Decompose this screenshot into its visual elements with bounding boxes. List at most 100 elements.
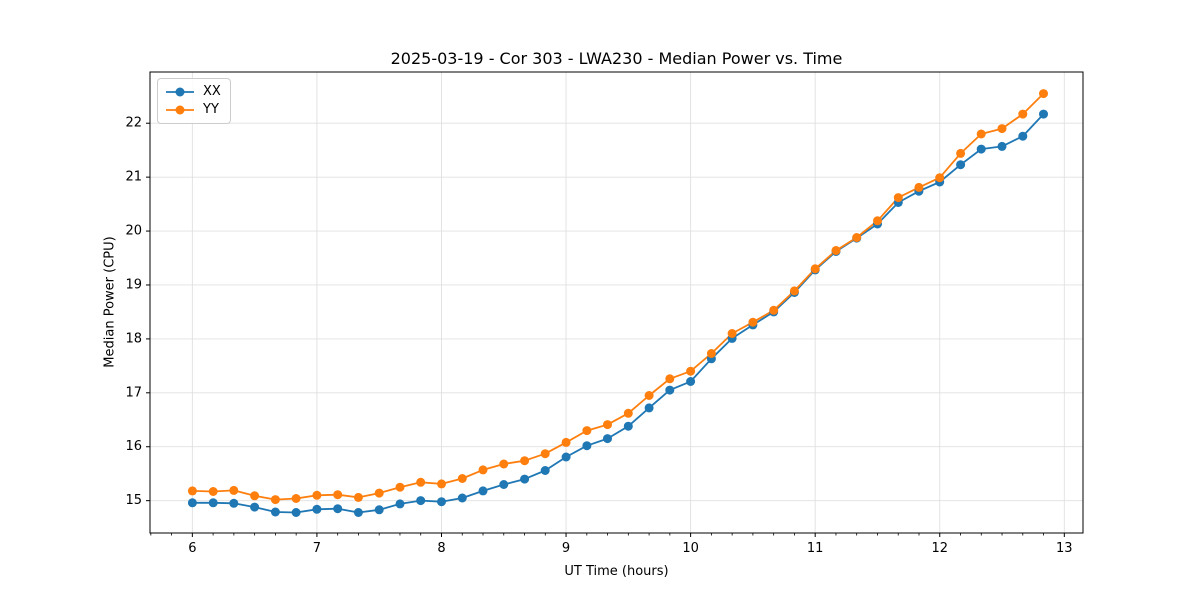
x-tick-label: 13 — [1056, 541, 1073, 556]
xx-marker — [665, 385, 675, 395]
chart-title: 2025-03-19 - Cor 303 - LWA230 - Median P… — [390, 49, 843, 68]
yy-marker — [333, 490, 343, 500]
yy-line — [192, 92, 1045, 501]
x-tick-label: 6 — [188, 541, 196, 556]
xx-marker — [457, 493, 467, 503]
xx-marker — [416, 496, 426, 506]
x-axis-label: UT Time (hours) — [564, 564, 669, 579]
yy-marker — [457, 474, 467, 483]
xx-marker — [561, 452, 571, 462]
yy-marker — [374, 488, 384, 498]
xx-marker — [499, 480, 509, 489]
yy-marker — [478, 465, 488, 475]
yy-marker — [852, 233, 862, 242]
xx-marker — [250, 502, 260, 512]
legend: XX YY — [157, 78, 231, 124]
xx-marker — [976, 144, 986, 154]
axes-spines — [149, 71, 1084, 534]
yy-marker — [437, 479, 446, 489]
yy-marker — [997, 124, 1007, 134]
yy-marker — [914, 182, 924, 192]
legend-sample-yy-icon — [166, 105, 194, 115]
yy-marker — [395, 482, 405, 492]
yy-marker — [561, 437, 571, 447]
yy-marker — [312, 490, 322, 500]
y-tick-label: 20 — [125, 224, 142, 239]
yy-marker — [353, 492, 363, 502]
yy-marker — [769, 305, 779, 315]
legend-entry-xx: XX — [165, 85, 221, 99]
y-tick-label: 19 — [125, 277, 142, 292]
xx-marker — [603, 434, 612, 444]
xx-marker — [333, 504, 343, 514]
yy-marker — [706, 349, 716, 358]
yy-marker — [727, 329, 737, 338]
yy-marker — [270, 495, 280, 505]
x-tick-label: 10 — [682, 541, 699, 556]
y-tick-label: 16 — [125, 439, 142, 454]
yy-marker — [250, 491, 260, 501]
yy-marker — [686, 366, 696, 376]
x-tick-label: 8 — [437, 541, 445, 556]
yy-marker — [665, 374, 675, 384]
yy-marker — [789, 286, 799, 296]
yy-marker — [831, 246, 841, 255]
xx-marker — [623, 421, 633, 431]
yy-marker — [623, 408, 633, 418]
xx-marker — [312, 504, 322, 514]
xx-marker — [540, 466, 550, 475]
xx-marker — [229, 498, 239, 508]
y-tick-label: 15 — [125, 493, 142, 508]
xx-marker — [520, 474, 530, 484]
xx-line — [192, 113, 1045, 514]
yy-marker — [1039, 89, 1048, 99]
xx-marker — [582, 441, 592, 451]
y-tick-label: 18 — [125, 331, 142, 346]
yy-marker — [748, 317, 758, 327]
yy-marker — [416, 477, 426, 487]
xx-marker — [1018, 131, 1028, 141]
yy-marker — [499, 459, 509, 469]
yy-marker — [1018, 109, 1028, 119]
xx-marker — [1039, 109, 1048, 119]
xx-marker — [270, 507, 280, 517]
yy-marker — [229, 485, 239, 495]
yy-marker — [603, 420, 612, 430]
y-tick-label: 17 — [125, 385, 142, 400]
xx-marker — [187, 498, 197, 508]
xx-marker — [437, 497, 446, 507]
yy-marker — [935, 173, 945, 183]
xx-marker — [208, 498, 218, 508]
legend-entry-yy: YY — [165, 103, 221, 117]
x-tick-label: 7 — [313, 541, 321, 556]
xx-marker — [644, 403, 654, 413]
legend-sample-xx-icon — [166, 87, 194, 97]
xx-marker — [997, 141, 1007, 151]
xx-marker — [353, 508, 363, 517]
xx-marker — [956, 160, 966, 170]
legend-label-xx: XX — [203, 84, 221, 99]
yy-marker — [893, 193, 903, 203]
yy-marker — [976, 129, 986, 139]
y-axis-label: Median Power (CPU) — [102, 236, 118, 368]
yy-marker — [208, 487, 218, 496]
x-tick-label: 9 — [562, 541, 570, 556]
yy-marker — [520, 456, 530, 466]
xx-marker — [686, 377, 696, 386]
xx-marker — [374, 505, 384, 515]
yy-marker — [873, 216, 882, 226]
x-tick-label: 11 — [807, 541, 824, 556]
y-tick-label: 22 — [125, 116, 142, 131]
y-tick-label: 21 — [125, 170, 142, 185]
legend-label-yy: YY — [203, 102, 219, 117]
xx-marker — [478, 486, 488, 496]
yy-marker — [582, 426, 592, 436]
yy-marker — [810, 264, 820, 274]
yy-marker — [187, 486, 197, 496]
xx-marker — [291, 508, 301, 517]
yy-marker — [956, 148, 966, 158]
xx-marker — [395, 499, 405, 509]
x-tick-label: 12 — [931, 541, 948, 556]
